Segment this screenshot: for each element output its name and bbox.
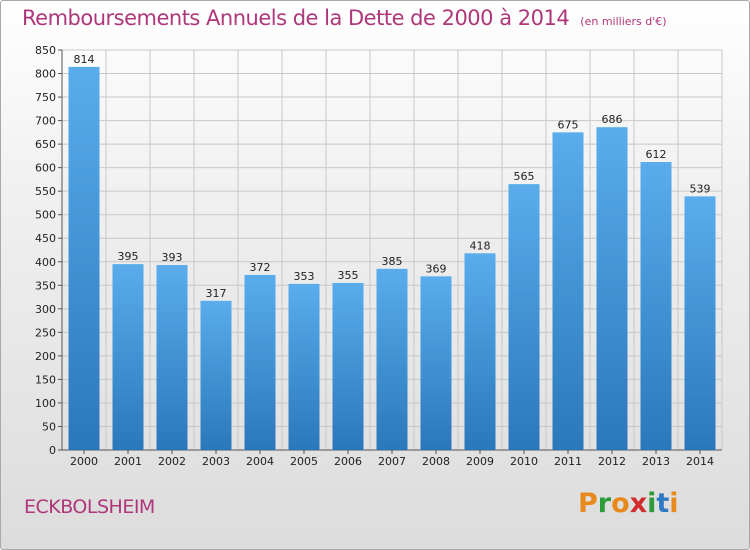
bar-2010[interactable] [508, 184, 540, 450]
data-label-2010: 565 [514, 170, 535, 183]
y-tick-label: 750 [35, 91, 56, 104]
logo-letter: i [669, 488, 679, 519]
commune-name: ECKBOLSHEIM [24, 496, 155, 518]
x-tick-label: 2006 [334, 455, 362, 468]
data-label-2011: 675 [558, 118, 579, 131]
y-tick-label: 550 [35, 185, 56, 198]
bar-2002[interactable] [156, 265, 188, 450]
x-tick-label: 2013 [642, 455, 670, 468]
proxiti-logo[interactable]: Proxiti [578, 488, 679, 519]
data-label-2013: 612 [646, 148, 667, 161]
y-tick-label: 200 [35, 350, 56, 363]
data-labels: 814 395 393 317 372 353 355 385 369 418 565 675 686 6… [74, 53, 711, 300]
logo-letter: x [629, 488, 648, 519]
bars [68, 66, 716, 451]
bar-2005[interactable] [288, 283, 320, 450]
bar-2012[interactable] [596, 127, 628, 451]
x-tick-label: 2009 [466, 455, 494, 468]
x-tick-label: 2002 [158, 455, 186, 468]
data-label-2012: 686 [602, 113, 623, 126]
data-label-2004: 372 [250, 261, 271, 274]
bar-2013[interactable] [640, 162, 672, 450]
logo-letter: r [597, 488, 612, 519]
y-tick-label: 800 [35, 68, 56, 81]
bar-2003[interactable] [200, 300, 232, 450]
y-tick-label: 600 [35, 162, 56, 175]
y-tick-label: 150 [35, 373, 56, 386]
chart-title-row: Remboursements Annuels de la Dette de 20… [22, 6, 667, 30]
bar-2009[interactable] [464, 253, 496, 450]
x-tick-label: 2014 [686, 455, 714, 468]
y-tick-label: 650 [35, 138, 56, 151]
x-tick-label: 2000 [70, 455, 98, 468]
x-tick-label: 2003 [202, 455, 230, 468]
x-tick-label: 2011 [554, 455, 582, 468]
y-tick-label: 500 [35, 209, 56, 222]
data-label-2009: 418 [470, 239, 491, 252]
bar-2007[interactable] [376, 268, 408, 450]
y-tick-label: 0 [49, 444, 56, 457]
logo-letter: o [611, 488, 630, 519]
y-tick-label: 250 [35, 326, 56, 339]
logo-letter: t [656, 488, 670, 519]
data-label-2003: 317 [206, 287, 227, 300]
data-label-2008: 369 [426, 262, 447, 275]
bar-2011[interactable] [552, 132, 584, 450]
x-tick-label: 2005 [290, 455, 318, 468]
y-tick-label: 300 [35, 303, 56, 316]
y-tick-label: 50 [42, 420, 56, 433]
logo-letter: P [578, 488, 598, 519]
y-tick-label: 450 [35, 232, 56, 245]
x-tick-label: 2012 [598, 455, 626, 468]
y-tick-label: 100 [35, 397, 56, 410]
bar-2004[interactable] [244, 274, 276, 450]
y-tick-label: 350 [35, 279, 56, 292]
bar-2000[interactable] [68, 66, 100, 451]
x-tick-label: 2010 [510, 455, 538, 468]
bar-2014[interactable] [684, 196, 716, 450]
data-label-2014: 539 [690, 182, 711, 195]
data-label-2002: 393 [162, 251, 183, 264]
data-label-2000: 814 [74, 53, 95, 66]
x-tick-label: 2004 [246, 455, 274, 468]
x-tick-label: 2007 [378, 455, 406, 468]
bar-2006[interactable] [332, 282, 364, 450]
chart-unit-subtitle: (en milliers d'€) [580, 15, 667, 28]
y-tick-label: 700 [35, 115, 56, 128]
data-label-2007: 385 [382, 255, 403, 268]
bar-2001[interactable] [112, 264, 144, 450]
data-label-2005: 353 [294, 270, 315, 283]
chart-title: Remboursements Annuels de la Dette de 20… [22, 6, 570, 30]
axes: 0 50 100 150 200 250 300 350 400 450 500 550 600 650 7… [35, 44, 722, 468]
data-label-2006: 355 [338, 269, 359, 282]
logo-letter: i [647, 488, 657, 519]
y-tick-label: 400 [35, 256, 56, 269]
x-tick-label: 2001 [114, 455, 142, 468]
x-tick-label: 2008 [422, 455, 450, 468]
bar-2008[interactable] [420, 276, 452, 450]
data-label-2001: 395 [118, 250, 139, 263]
y-tick-label: 850 [35, 44, 56, 57]
